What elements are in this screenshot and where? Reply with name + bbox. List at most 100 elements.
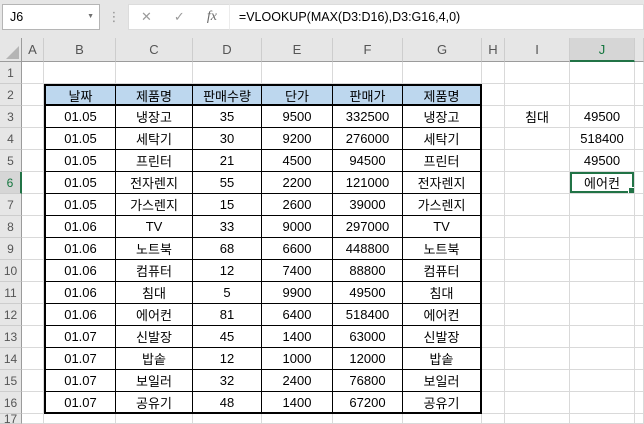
cell-H9[interactable] — [482, 238, 505, 260]
cell-H12[interactable] — [482, 304, 505, 326]
cell-H16[interactable] — [482, 392, 505, 414]
cell-K4[interactable] — [635, 128, 644, 150]
cell-F12[interactable]: 518400 — [333, 304, 403, 326]
cell-A1[interactable] — [22, 62, 44, 84]
cell-K3[interactable] — [635, 106, 644, 128]
cell-K1[interactable] — [635, 62, 644, 84]
column-header-G[interactable]: G — [403, 38, 482, 62]
cell-E12[interactable]: 6400 — [262, 304, 333, 326]
cell-C2-table-header[interactable]: 제품명 — [116, 84, 193, 106]
cell-H5[interactable] — [482, 150, 505, 172]
cell-K16[interactable] — [635, 392, 644, 414]
cell-E7[interactable]: 2600 — [262, 194, 333, 216]
cell-B15[interactable]: 01.07 — [44, 370, 116, 392]
cell-G2-table-header[interactable]: 제품명 — [403, 84, 482, 106]
cell-H8[interactable] — [482, 216, 505, 238]
cell-G7[interactable]: 가스렌지 — [403, 194, 482, 216]
cell-H13[interactable] — [482, 326, 505, 348]
cell-F14[interactable]: 12000 — [333, 348, 403, 370]
cell-F5[interactable]: 94500 — [333, 150, 403, 172]
cell-F6[interactable]: 121000 — [333, 172, 403, 194]
row-header-11[interactable]: 11 — [0, 282, 22, 304]
column-header-F[interactable]: F — [333, 38, 403, 62]
row-header-10[interactable]: 10 — [0, 260, 22, 282]
cell-I2[interactable] — [505, 84, 570, 106]
cell-E10[interactable]: 7400 — [262, 260, 333, 282]
cell-A3[interactable] — [22, 106, 44, 128]
cell-J17[interactable] — [570, 414, 635, 424]
cell-C13[interactable]: 신발장 — [116, 326, 193, 348]
row-header-15[interactable]: 15 — [0, 370, 22, 392]
name-box-dropdown-icon[interactable]: ▼ — [87, 13, 94, 20]
cell-K15[interactable] — [635, 370, 644, 392]
cell-E6[interactable]: 2200 — [262, 172, 333, 194]
cell-K6[interactable] — [635, 172, 644, 194]
cell-E8[interactable]: 9000 — [262, 216, 333, 238]
row-header-4[interactable]: 4 — [0, 128, 22, 150]
cell-G6[interactable]: 전자렌지 — [403, 172, 482, 194]
cell-K14[interactable] — [635, 348, 644, 370]
cell-H15[interactable] — [482, 370, 505, 392]
cell-I6[interactable] — [505, 172, 570, 194]
cell-C11[interactable]: 침대 — [116, 282, 193, 304]
cell-G9[interactable]: 노트북 — [403, 238, 482, 260]
cell-I13[interactable] — [505, 326, 570, 348]
cell-E1[interactable] — [262, 62, 333, 84]
cell-F17[interactable] — [333, 414, 403, 424]
cell-G15[interactable]: 보일러 — [403, 370, 482, 392]
cell-J16[interactable] — [570, 392, 635, 414]
cell-F16[interactable]: 67200 — [333, 392, 403, 414]
column-header-J[interactable]: J — [570, 38, 635, 62]
row-header-17[interactable]: 17 — [0, 414, 22, 424]
cell-D11[interactable]: 5 — [193, 282, 262, 304]
cell-C9[interactable]: 노트북 — [116, 238, 193, 260]
cell-D12[interactable]: 81 — [193, 304, 262, 326]
cell-J14[interactable] — [570, 348, 635, 370]
cell-F13[interactable]: 63000 — [333, 326, 403, 348]
cell-B8[interactable]: 01.06 — [44, 216, 116, 238]
cell-J5[interactable]: 49500 — [570, 150, 635, 172]
cell-B9[interactable]: 01.06 — [44, 238, 116, 260]
cell-J10[interactable] — [570, 260, 635, 282]
row-header-8[interactable]: 8 — [0, 216, 22, 238]
cell-A7[interactable] — [22, 194, 44, 216]
cell-G1[interactable] — [403, 62, 482, 84]
cell-I7[interactable] — [505, 194, 570, 216]
cell-J9[interactable] — [570, 238, 635, 260]
cell-H6[interactable] — [482, 172, 505, 194]
cell-B11[interactable]: 01.06 — [44, 282, 116, 304]
cell-F7[interactable]: 39000 — [333, 194, 403, 216]
column-header-A[interactable]: A — [22, 38, 44, 62]
cell-B6[interactable]: 01.05 — [44, 172, 116, 194]
cell-D15[interactable]: 32 — [193, 370, 262, 392]
cell-K12[interactable] — [635, 304, 644, 326]
cell-E3[interactable]: 9500 — [262, 106, 333, 128]
select-all-corner[interactable] — [0, 38, 22, 62]
row-header-5[interactable]: 5 — [0, 150, 22, 172]
cell-D8[interactable]: 33 — [193, 216, 262, 238]
cell-C3[interactable]: 냉장고 — [116, 106, 193, 128]
cell-C1[interactable] — [116, 62, 193, 84]
cell-J2[interactable] — [570, 84, 635, 106]
cell-F11[interactable]: 49500 — [333, 282, 403, 304]
column-header-D[interactable]: D — [193, 38, 262, 62]
cell-I5[interactable] — [505, 150, 570, 172]
cell-I9[interactable] — [505, 238, 570, 260]
row-header-9[interactable]: 9 — [0, 238, 22, 260]
cell-G16[interactable]: 공유기 — [403, 392, 482, 414]
cell-J15[interactable] — [570, 370, 635, 392]
cell-E14[interactable]: 1000 — [262, 348, 333, 370]
row-header-6[interactable]: 6 — [0, 172, 22, 194]
cell-G14[interactable]: 밥솥 — [403, 348, 482, 370]
cell-A17[interactable] — [22, 414, 44, 424]
row-header-1[interactable]: 1 — [0, 62, 22, 84]
cell-J13[interactable] — [570, 326, 635, 348]
cell-D7[interactable]: 15 — [193, 194, 262, 216]
cell-B2-table-header[interactable]: 날짜 — [44, 84, 116, 106]
cell-J7[interactable] — [570, 194, 635, 216]
cell-K8[interactable] — [635, 216, 644, 238]
cell-J4[interactable]: 518400 — [570, 128, 635, 150]
insert-function-icon[interactable]: fx — [206, 8, 217, 24]
cell-A12[interactable] — [22, 304, 44, 326]
cell-E5[interactable]: 4500 — [262, 150, 333, 172]
